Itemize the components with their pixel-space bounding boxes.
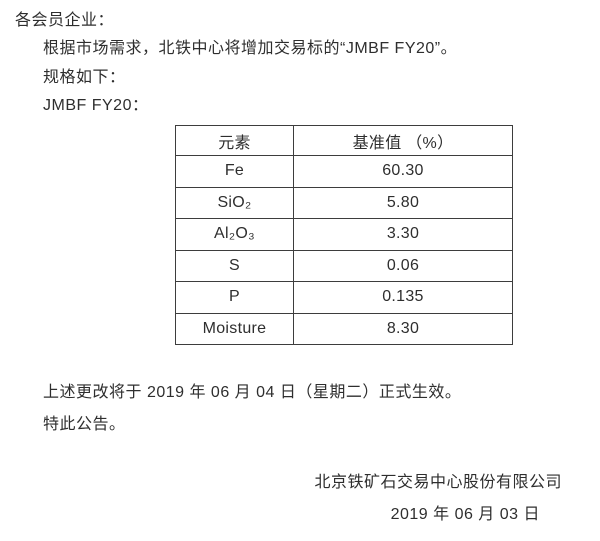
element-column-header: 元素 xyxy=(175,125,294,156)
table-row: SiO₂ 5.80 xyxy=(175,186,513,219)
benchmark-value-cell: 8.30 xyxy=(293,312,513,345)
benchmark-value-cell: 3.30 xyxy=(293,218,513,251)
element-cell: P xyxy=(175,281,294,314)
table-row: P 0.135 xyxy=(175,281,513,314)
table-row: Al₂O₃ 3.30 xyxy=(175,218,513,251)
element-cell: S xyxy=(175,249,294,282)
table-row: S 0.06 xyxy=(175,249,513,282)
product-label: JMBF FY20： xyxy=(43,97,149,114)
closing-note: 特此公告。 xyxy=(43,416,126,433)
element-cell: Fe xyxy=(175,155,294,188)
table-row: Moisture 8.30 xyxy=(175,312,513,345)
element-cell: Moisture xyxy=(175,312,294,345)
benchmark-value-cell: 60.30 xyxy=(293,155,513,188)
benchmark-value-cell: 0.06 xyxy=(293,249,513,282)
effective-date-note: 上述更改将于 2019 年 06 月 04 日（星期二）正式生效。 xyxy=(43,384,462,401)
spec-label: 规格如下： xyxy=(43,69,126,86)
table-header-row: 元素 基准值 （%） xyxy=(175,125,513,156)
company-signature: 北京铁矿石交易中心股份有限公司 xyxy=(314,474,562,491)
benchmark-value-cell: 5.80 xyxy=(293,186,513,219)
element-cell: SiO₂ xyxy=(175,186,294,219)
salutation-line: 各会员企业： xyxy=(15,12,115,29)
benchmark-value-cell: 0.135 xyxy=(293,281,513,314)
intro-paragraph: 根据市场需求，北铁中心将增加交易标的“JMBF FY20”。 xyxy=(43,40,458,57)
benchmark-column-header: 基准值 （%） xyxy=(293,125,513,156)
table-row: Fe 60.30 xyxy=(175,155,513,188)
signature-date: 2019 年 06 月 03 日 xyxy=(390,506,540,523)
spec-table: 元素 基准值 （%） Fe 60.30 SiO₂ 5.80 Al₂O₃ 3.30 S 0.06… xyxy=(175,125,513,345)
element-cell: Al₂O₃ xyxy=(175,218,294,251)
